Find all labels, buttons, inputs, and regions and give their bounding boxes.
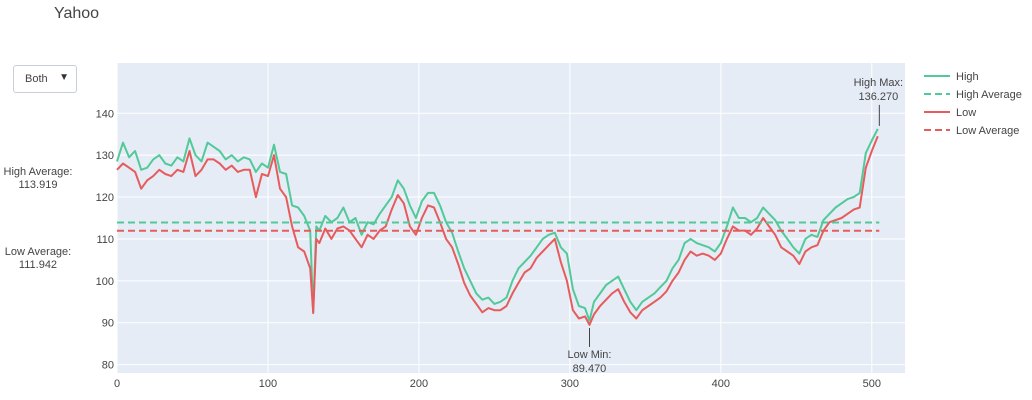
y-tick-label: 110 [96,234,114,246]
chart-title: Yahoo [54,5,100,22]
legend-label: High Average [956,89,1022,101]
x-tick-label: 0 [114,378,120,390]
low-average-value: 111.942 [18,259,58,271]
plot-annotations: High Max: 136.270 Low Min: 89.470 [567,77,903,375]
high-max-label: High Max: [854,77,904,89]
y-tick-label: 140 [96,108,114,120]
series-line-low [116,135,879,326]
legend-label: High [956,71,979,83]
y-tick-label: 90 [102,318,114,330]
x-tick-label: 100 [259,378,277,390]
series-select-dropdown[interactable]: Both ▼ [13,65,77,93]
legend-label: Low Average [956,125,1019,137]
x-tick-label: 300 [561,378,579,390]
grid-lines [116,63,905,373]
low-min-value: 89.470 [573,363,607,375]
dropdown-selected-value: Both [25,73,48,85]
low-average-annotation: Low Average: 111.942 [0,246,76,272]
y-tick-label: 80 [102,360,114,372]
y-tick-label: 100 [96,276,114,288]
series-lines [116,128,880,326]
high-average-value: 113.919 [18,179,58,191]
axis-tick-labels: 80 90 100 110 120 130 140 0 100 200 300 400 500 [96,108,881,390]
y-tick-label: 130 [96,150,114,162]
high-average-annotation: High Average: 113.919 [0,166,76,192]
legend-label: Low [956,107,976,119]
legend: High High Average Low Low Average [924,71,1022,137]
low-min-label: Low Min: [567,349,611,361]
low-average-label: Low Average: [4,246,72,258]
series-line-high [116,128,879,322]
plot-area [117,63,905,373]
high-average-label: High Average: [3,166,73,178]
y-tick-label: 120 [96,192,114,204]
x-tick-label: 200 [410,378,428,390]
x-tick-label: 500 [863,378,881,390]
triangle-down-icon: ▼ [59,72,69,83]
x-tick-label: 400 [712,378,730,390]
high-max-value: 136.270 [858,91,898,103]
